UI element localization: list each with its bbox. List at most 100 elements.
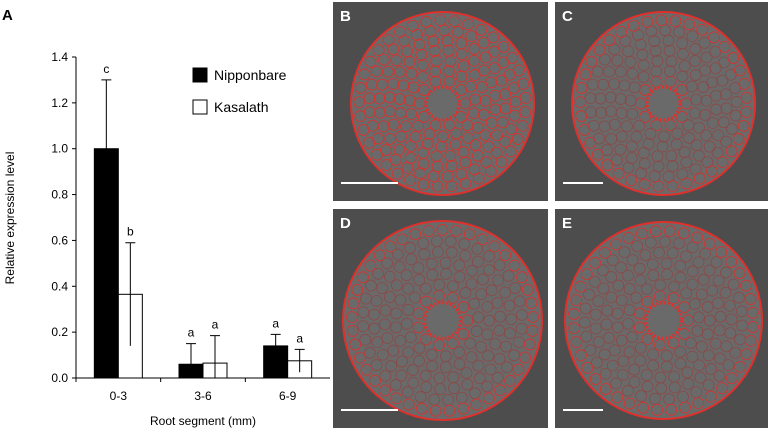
cell [660, 360, 673, 373]
cell [712, 129, 724, 142]
cell [702, 349, 715, 362]
cell [415, 48, 428, 61]
cell [641, 295, 654, 308]
cell [614, 93, 627, 105]
cell [714, 310, 727, 323]
cell [622, 317, 635, 330]
cell [372, 44, 385, 57]
cell [429, 65, 442, 78]
x-tick-label: 6-9 [279, 389, 297, 403]
cell [426, 360, 438, 372]
error-bar [210, 335, 220, 378]
stele [424, 85, 461, 122]
cell [484, 363, 497, 376]
cell [716, 156, 729, 169]
cell [633, 262, 646, 275]
cell [674, 357, 687, 370]
cell [575, 82, 588, 94]
cell [665, 150, 678, 162]
cell [652, 180, 665, 193]
cell [393, 65, 406, 78]
cell [625, 174, 638, 187]
cell [654, 338, 666, 351]
cell [389, 379, 402, 391]
cell [723, 299, 736, 312]
cell [718, 41, 731, 53]
cell [682, 377, 695, 390]
cell [608, 344, 621, 357]
cell [462, 18, 475, 31]
cell [594, 92, 607, 105]
cell [665, 403, 678, 416]
cell [740, 106, 753, 118]
cell [716, 382, 729, 395]
cell [692, 397, 705, 409]
cell [482, 349, 495, 362]
cell [380, 159, 393, 171]
cell [463, 228, 476, 241]
cell [622, 161, 635, 174]
cell [446, 291, 459, 304]
cell [720, 135, 732, 148]
cell [360, 363, 373, 376]
cell [634, 341, 647, 354]
cell [627, 19, 640, 32]
cell [714, 352, 726, 365]
cell [611, 391, 624, 404]
cell [597, 282, 610, 295]
cell [365, 279, 377, 292]
cell [470, 325, 483, 337]
significance-letter: a [188, 326, 195, 340]
cell [590, 322, 602, 335]
cell [666, 180, 679, 193]
cell [605, 291, 618, 304]
cell [663, 44, 676, 57]
cell [724, 327, 737, 340]
cell [681, 366, 694, 379]
cell [583, 288, 595, 301]
significance-letter: a [272, 316, 279, 330]
cell [469, 93, 482, 106]
cell [409, 291, 421, 304]
cell [601, 159, 614, 171]
error-bar [186, 343, 196, 378]
cell [373, 249, 386, 262]
cell [381, 257, 394, 270]
cell [626, 254, 639, 266]
cell [710, 89, 722, 102]
cell [575, 110, 588, 123]
cell [438, 24, 451, 37]
cell [746, 306, 759, 319]
cell [678, 301, 691, 314]
cell [516, 271, 528, 284]
cell [445, 160, 458, 172]
cell [623, 283, 636, 295]
cell [526, 324, 539, 337]
cell [475, 23, 488, 36]
cell [402, 398, 415, 411]
cell [400, 120, 412, 133]
cell [479, 129, 492, 142]
cell [412, 262, 425, 274]
cell [420, 15, 433, 28]
cell [391, 167, 404, 180]
cell [606, 359, 619, 372]
cell [488, 240, 501, 253]
cell [605, 105, 617, 118]
cell [651, 150, 664, 163]
significance-letter: a [212, 318, 219, 332]
cell [578, 124, 591, 136]
cell [623, 346, 636, 358]
cell [404, 174, 417, 187]
cell [379, 304, 392, 317]
cell [473, 372, 486, 385]
cell [373, 92, 386, 105]
cell [630, 291, 643, 304]
cell [647, 359, 660, 372]
cell [616, 369, 629, 381]
cell [568, 322, 581, 335]
cell [725, 145, 738, 158]
cell [705, 165, 718, 178]
cell [392, 248, 404, 261]
cell [601, 304, 614, 317]
